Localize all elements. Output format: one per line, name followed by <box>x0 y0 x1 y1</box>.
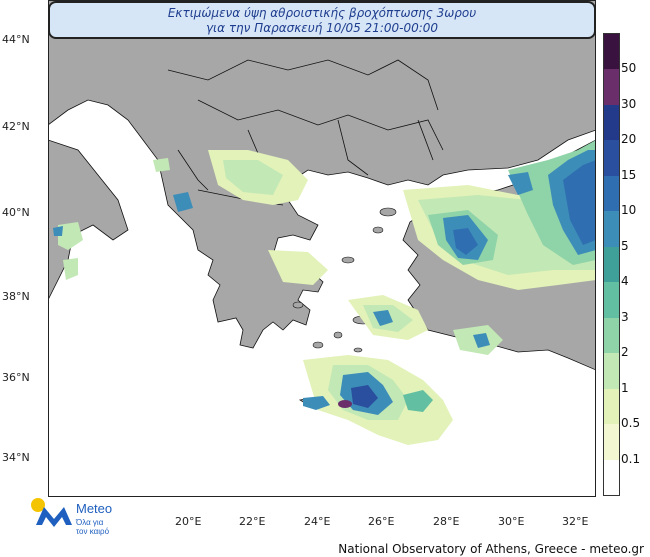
legend-colorbar <box>603 33 620 496</box>
lat-label-42: 42°N <box>2 120 30 133</box>
lon-label-22: 22°E <box>239 515 266 528</box>
m-mark-icon <box>36 507 72 527</box>
balkan-landmass <box>48 0 596 349</box>
legend-level-label: 15 <box>621 167 637 182</box>
logo-tagline-1: Όλα για <box>75 518 104 527</box>
legend-level-label: 0.5 <box>621 416 641 431</box>
logo-brand: Meteo <box>76 501 112 516</box>
lon-label-28: 28°E <box>433 515 460 528</box>
legend-level-label: 10 <box>621 203 637 218</box>
title-line-1: Εκτιμώμενα ύψη αθροιστικής βροχόπτωσης 3… <box>167 6 477 20</box>
legend-swatch <box>604 388 619 425</box>
rainfall-map <box>48 0 596 497</box>
legend-level-label: 50 <box>621 61 637 76</box>
lon-label-20: 20°E <box>175 515 202 528</box>
map-title: Εκτιμώμενα ύψη αθροιστικής βροχόπτωσης 3… <box>48 1 596 39</box>
legend-swatch <box>604 104 619 141</box>
meteo-logo: Meteo Όλα για τον καιρό <box>31 498 112 536</box>
legend-level-label: 3 <box>621 309 629 324</box>
lat-label-34: 34°N <box>2 451 30 464</box>
credit-text: National Observatory of Athens, Greece -… <box>338 542 644 556</box>
lon-label-30: 30°E <box>498 515 525 528</box>
lon-label-26: 26°E <box>368 515 395 528</box>
legend-swatch <box>604 459 619 495</box>
legend-level-label: 4 <box>621 274 629 289</box>
lat-label-36: 36°N <box>2 371 30 384</box>
logo-tagline-2: τον καιρό <box>76 527 110 536</box>
legend-level-label: 2 <box>621 345 629 360</box>
sun-icon <box>31 498 45 512</box>
legend-swatch <box>604 424 619 460</box>
legend-swatch <box>604 353 619 389</box>
legend-swatch <box>604 175 619 212</box>
legend-swatch <box>604 140 619 176</box>
legend-swatch <box>604 246 619 283</box>
legend-level-label: 5 <box>621 238 629 253</box>
legend-level-label: 20 <box>621 132 637 147</box>
legend-swatch <box>604 282 619 318</box>
lon-label-24: 24°E <box>304 515 331 528</box>
lon-label-32: 32°E <box>562 515 589 528</box>
legend-swatch <box>604 34 619 70</box>
legend-swatch <box>604 211 619 247</box>
legend-swatch <box>604 317 619 354</box>
lat-label-38: 38°N <box>2 290 30 303</box>
lat-label-44: 44°N <box>2 33 30 46</box>
legend-level-label: 30 <box>621 96 637 111</box>
rain-patches <box>53 140 596 445</box>
title-line-2: για την Παρασκευή 10/05 21:00-00:00 <box>205 21 439 35</box>
map-frame <box>48 0 596 497</box>
legend-level-label: 1 <box>621 380 629 395</box>
legend-swatch <box>604 69 619 105</box>
legend-level-label: 0.1 <box>621 451 641 466</box>
lat-label-40: 40°N <box>2 206 30 219</box>
